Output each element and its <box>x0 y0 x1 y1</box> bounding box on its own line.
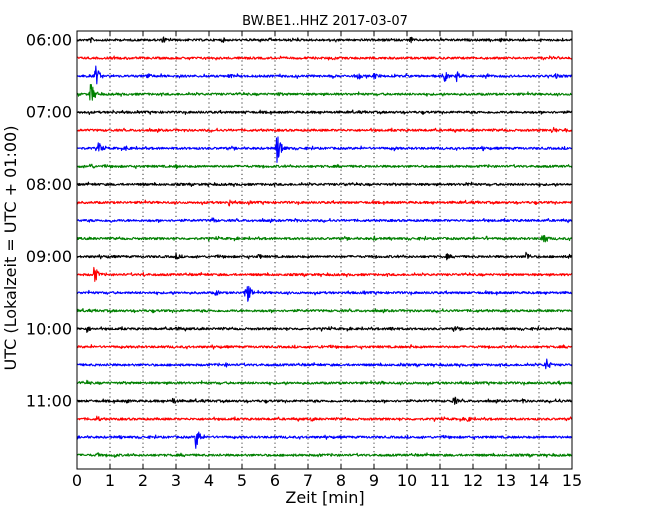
seismic-trace <box>76 163 573 170</box>
y-tick-label: 08:00 <box>26 175 72 194</box>
x-tick-label: 2 <box>138 471 148 490</box>
x-tick-label: 8 <box>336 471 346 490</box>
y-tick-label: 10:00 <box>26 319 72 338</box>
x-tick-label: 10 <box>397 471 417 490</box>
trace-group <box>76 36 573 458</box>
seismic-trace <box>76 136 573 163</box>
seismic-trace <box>76 217 573 224</box>
x-gridlines <box>109 31 540 469</box>
x-tick-label: 7 <box>303 471 313 490</box>
seismic-trace <box>76 65 573 85</box>
seismic-trace <box>76 452 573 458</box>
seismic-trace <box>76 266 573 282</box>
y-tick-label: 07:00 <box>26 103 72 122</box>
x-tick-label: 11 <box>430 471 450 490</box>
seismic-trace <box>76 326 573 333</box>
y-tick-label: 09:00 <box>26 247 72 266</box>
x-tick-label: 9 <box>369 471 379 490</box>
y-tick-label: 06:00 <box>26 31 72 50</box>
x-tick-label: 15 <box>562 471 582 490</box>
seismic-trace <box>76 36 573 44</box>
seismic-trace <box>76 431 573 449</box>
x-tick-label: 0 <box>72 471 82 490</box>
seismic-trace <box>76 415 573 422</box>
seismic-trace <box>76 55 573 61</box>
x-tick-label: 1 <box>105 471 115 490</box>
seismic-trace <box>76 396 573 405</box>
seismic-trace <box>76 308 573 314</box>
seismic-trace <box>76 358 573 370</box>
x-tick-label: 14 <box>529 471 549 490</box>
chart-title: BW.BE1..HHZ 2017-03-07 <box>242 14 408 29</box>
seismic-trace <box>76 109 573 115</box>
x-tick-label: 5 <box>237 471 247 490</box>
seismic-trace <box>76 379 573 386</box>
seismic-trace <box>76 84 573 101</box>
seismic-trace <box>76 234 573 243</box>
x-tick-label: 13 <box>496 471 516 490</box>
seismic-trace <box>76 285 573 302</box>
y-axis: 06:00 07:00 08:00 09:00 10:00 11:00 <box>26 31 572 411</box>
x-tick-label: 6 <box>270 471 280 490</box>
x-axis: 0 1 2 3 4 5 6 7 8 9 10 11 12 13 14 15 <box>72 31 582 490</box>
y-axis-label: UTC (Lokalzeit = UTC + 01:00) <box>1 126 20 371</box>
x-tick-label: 4 <box>204 471 214 490</box>
seismic-trace <box>76 126 573 134</box>
seismic-trace <box>76 251 573 261</box>
seismic-trace <box>76 344 573 350</box>
x-tick-label: 12 <box>463 471 483 490</box>
y-tick-label: 11:00 <box>26 392 72 411</box>
x-axis-label: Zeit [min] <box>285 488 364 507</box>
seismic-trace <box>76 181 573 188</box>
x-tick-label: 3 <box>171 471 181 490</box>
plot-frame <box>76 30 573 470</box>
seismic-trace <box>76 199 573 207</box>
